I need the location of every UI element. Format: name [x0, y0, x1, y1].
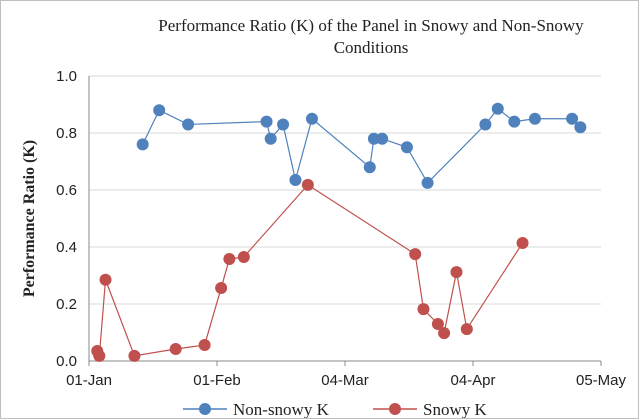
y-tick-label: 0.2: [56, 296, 77, 313]
legend-label: Snowy K: [423, 400, 487, 418]
data-point: [237, 250, 250, 263]
y-tick-label: 0.8: [56, 125, 77, 142]
data-point: [367, 132, 380, 145]
y-tick-label: 0.4: [56, 239, 77, 256]
data-point: [198, 339, 211, 352]
data-point: [223, 252, 236, 265]
data-point: [363, 161, 376, 174]
data-point: [450, 266, 463, 279]
data-point: [305, 112, 318, 125]
data-point: [479, 118, 492, 131]
data-point: [99, 273, 112, 286]
data-point: [289, 174, 302, 187]
legend-marker: [389, 403, 401, 415]
x-tick-label: 04-Mar: [321, 372, 369, 389]
data-point: [153, 104, 166, 117]
data-point: [264, 132, 277, 145]
data-point: [376, 132, 389, 145]
data-point: [260, 115, 273, 128]
legend-marker: [199, 403, 211, 415]
data-point: [566, 112, 579, 125]
data-point: [182, 118, 195, 131]
y-tick-label: 0.6: [56, 182, 77, 199]
y-tick-label: 0.0: [56, 353, 77, 370]
data-point: [301, 178, 314, 191]
data-point: [277, 118, 290, 131]
data-point: [491, 102, 504, 115]
data-point: [421, 176, 434, 189]
data-point: [438, 327, 451, 340]
y-tick-label: 1.0: [56, 68, 77, 85]
data-point: [574, 121, 587, 134]
data-point: [93, 349, 106, 362]
data-point: [417, 303, 430, 316]
data-point: [169, 343, 182, 356]
data-point: [215, 282, 228, 295]
data-point: [508, 115, 521, 128]
data-point: [516, 237, 529, 250]
data-point: [431, 317, 444, 330]
x-tick-label: 01-Feb: [193, 372, 241, 389]
x-tick-label: 05-May: [576, 372, 627, 389]
x-tick-label: 01-Jan: [66, 372, 112, 389]
data-point: [528, 112, 541, 125]
chart-title: Performance Ratio (K) of the Panel in Sn…: [158, 16, 584, 57]
legend-label: Non-snowy K: [233, 400, 330, 418]
data-point: [409, 248, 422, 261]
y-axis-label: Performance Ratio (K): [21, 140, 38, 297]
x-tick-label: 04-Apr: [450, 372, 495, 389]
data-point: [136, 138, 149, 151]
data-point: [400, 141, 413, 154]
data-point: [460, 323, 473, 336]
data-point: [128, 349, 141, 362]
